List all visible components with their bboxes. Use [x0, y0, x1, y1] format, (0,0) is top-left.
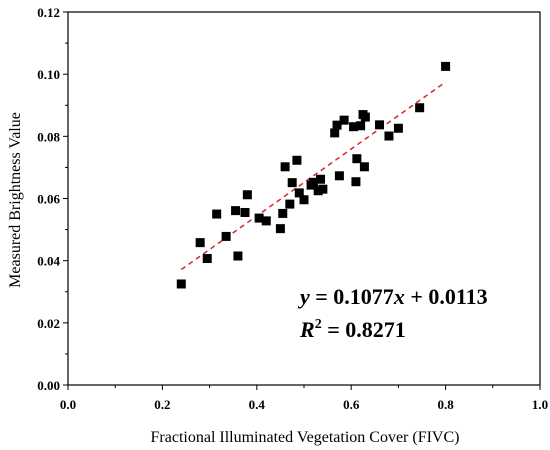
data-point	[212, 209, 222, 219]
data-point	[352, 154, 362, 164]
data-point	[261, 216, 271, 226]
data-point	[221, 231, 231, 241]
data-point	[384, 131, 394, 141]
data-point	[280, 162, 290, 172]
data-point	[254, 213, 264, 223]
data-point	[240, 207, 250, 217]
data-point	[339, 115, 349, 125]
regression-equation: y = 0.1077x + 0.0113	[297, 284, 488, 309]
fit-line-group	[180, 81, 447, 271]
y-tick-label: 0.12	[37, 5, 60, 20]
r-squared-r: R	[299, 317, 315, 342]
data-point	[318, 184, 328, 194]
data-point	[313, 186, 323, 196]
x-tick-label: 0.2	[154, 397, 170, 412]
data-point	[334, 171, 344, 181]
data-point	[359, 162, 369, 172]
data-point	[287, 178, 297, 188]
data-point	[356, 121, 366, 131]
data-point	[351, 177, 361, 187]
data-point	[349, 122, 359, 132]
r-squared-value: = 0.8271	[322, 317, 406, 342]
x-tick-label: 0.0	[60, 397, 76, 412]
equation-slope: = 0.1077	[310, 284, 394, 309]
data-point	[275, 224, 285, 234]
x-axis-ticks: 0.0 0.2 0.4 0.6 0.8 1.0	[60, 385, 548, 412]
y-axis-title: Measured Brightness Value	[7, 112, 24, 288]
data-point	[292, 155, 302, 165]
data-point	[393, 123, 403, 133]
r-squared: R2 = 0.8271	[299, 317, 406, 342]
data-point	[360, 112, 370, 122]
data-points	[176, 61, 451, 289]
data-point	[231, 206, 241, 216]
data-point	[278, 208, 288, 218]
y-tick-label: 0.04	[37, 254, 60, 269]
data-point	[375, 120, 385, 130]
x-tick-label: 0.6	[343, 397, 360, 412]
data-point	[176, 279, 186, 289]
x-tick-label: 0.4	[249, 397, 266, 412]
data-point	[202, 253, 212, 263]
y-axis-ticks: 0.00 0.02 0.04 0.06 0.08 0.10 0.12	[37, 5, 68, 393]
data-point	[316, 174, 326, 184]
data-point	[415, 103, 425, 113]
equation-intercept: + 0.0113	[405, 284, 488, 309]
data-point	[195, 238, 205, 248]
data-point	[330, 128, 340, 138]
data-point	[299, 195, 309, 205]
y-tick-label: 0.00	[37, 378, 60, 393]
equation-x-var: x	[393, 284, 405, 309]
data-point	[294, 188, 304, 198]
data-point	[242, 190, 252, 200]
x-axis-title: Fractional Illuminated Vegetation Cover …	[151, 429, 460, 446]
y-tick-label: 0.08	[37, 129, 60, 144]
y-tick-label: 0.06	[37, 192, 60, 207]
data-point	[233, 251, 243, 261]
equation-y-var: y	[297, 284, 310, 309]
x-tick-label: 1.0	[532, 397, 548, 412]
regression-line	[180, 81, 447, 271]
x-tick-label: 0.8	[437, 397, 454, 412]
data-point	[441, 61, 451, 71]
data-point	[332, 120, 342, 130]
y-tick-label: 0.02	[37, 316, 60, 331]
r-squared-superscript: 2	[315, 317, 322, 332]
data-point	[308, 177, 318, 187]
data-point	[285, 199, 295, 209]
y-tick-label: 0.10	[37, 67, 60, 82]
